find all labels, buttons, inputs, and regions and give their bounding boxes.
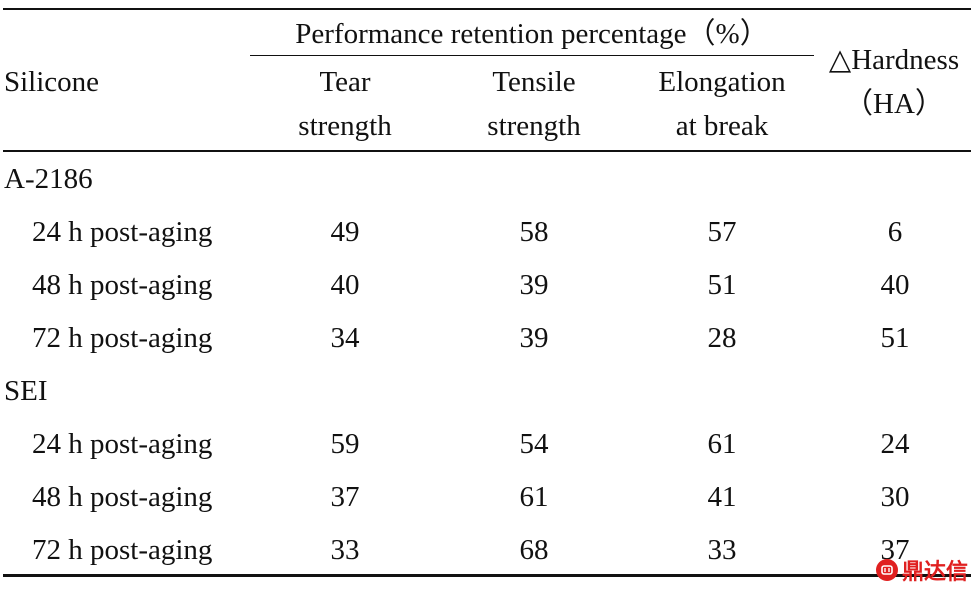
cell-tensile: 39 bbox=[519, 322, 549, 354]
brand-logo-icon bbox=[875, 559, 898, 581]
row-label: 72 h post-aging bbox=[32, 322, 213, 354]
cell-tensile: 68 bbox=[519, 534, 549, 566]
row-label: 48 h post-aging bbox=[32, 481, 213, 513]
cell-tear: 37 bbox=[330, 481, 360, 513]
cell-tear: 59 bbox=[330, 428, 360, 460]
group-label: A-2186 bbox=[4, 163, 93, 195]
header-tear-2: strength bbox=[298, 110, 392, 142]
cell-tensile: 54 bbox=[519, 428, 549, 460]
cell-tear: 34 bbox=[330, 322, 360, 354]
header-elong-1: Elongation bbox=[658, 66, 786, 98]
cell-hardness: 30 bbox=[880, 481, 910, 513]
header-rule bbox=[3, 150, 971, 152]
cell-tear: 33 bbox=[330, 534, 360, 566]
top-rule bbox=[3, 8, 971, 10]
cell-tear: 40 bbox=[330, 269, 360, 301]
header-group-title: Performance retention percentage（%） bbox=[295, 18, 769, 50]
cell-elongation: 51 bbox=[707, 269, 737, 301]
cell-elongation: 61 bbox=[707, 428, 737, 460]
header-tensile-1: Tensile bbox=[492, 66, 576, 98]
row-label: 24 h post-aging bbox=[32, 216, 213, 248]
header-elong-2: at break bbox=[675, 110, 769, 142]
row-label: 72 h post-aging bbox=[32, 534, 213, 566]
cell-elongation: 33 bbox=[707, 534, 737, 566]
header-silicone: Silicone bbox=[4, 66, 100, 98]
cell-tear: 49 bbox=[330, 216, 360, 248]
cell-tensile: 39 bbox=[519, 269, 549, 301]
cell-tensile: 58 bbox=[519, 216, 549, 248]
row-label: 48 h post-aging bbox=[32, 269, 213, 301]
cell-hardness: 24 bbox=[880, 428, 910, 460]
cell-hardness: 40 bbox=[880, 269, 910, 301]
cell-hardness: 6 bbox=[887, 216, 903, 248]
header-hardness-2: （HA） bbox=[844, 88, 944, 120]
group-label: SEI bbox=[4, 375, 48, 407]
header-tensile-2: strength bbox=[487, 110, 581, 142]
row-label: 24 h post-aging bbox=[32, 428, 213, 460]
watermark-text: 鼎达信 bbox=[901, 560, 968, 585]
group-header-rule bbox=[250, 55, 814, 56]
header-tear-1: Tear bbox=[319, 66, 371, 98]
watermark: 鼎达信 bbox=[875, 556, 968, 585]
cell-elongation: 41 bbox=[707, 481, 737, 513]
bottom-rule bbox=[3, 574, 971, 577]
cell-tensile: 61 bbox=[519, 481, 549, 513]
cell-elongation: 28 bbox=[707, 322, 737, 354]
header-hardness-1: △Hardness bbox=[828, 44, 960, 76]
cell-hardness: 51 bbox=[880, 322, 910, 354]
cell-elongation: 57 bbox=[707, 216, 737, 248]
